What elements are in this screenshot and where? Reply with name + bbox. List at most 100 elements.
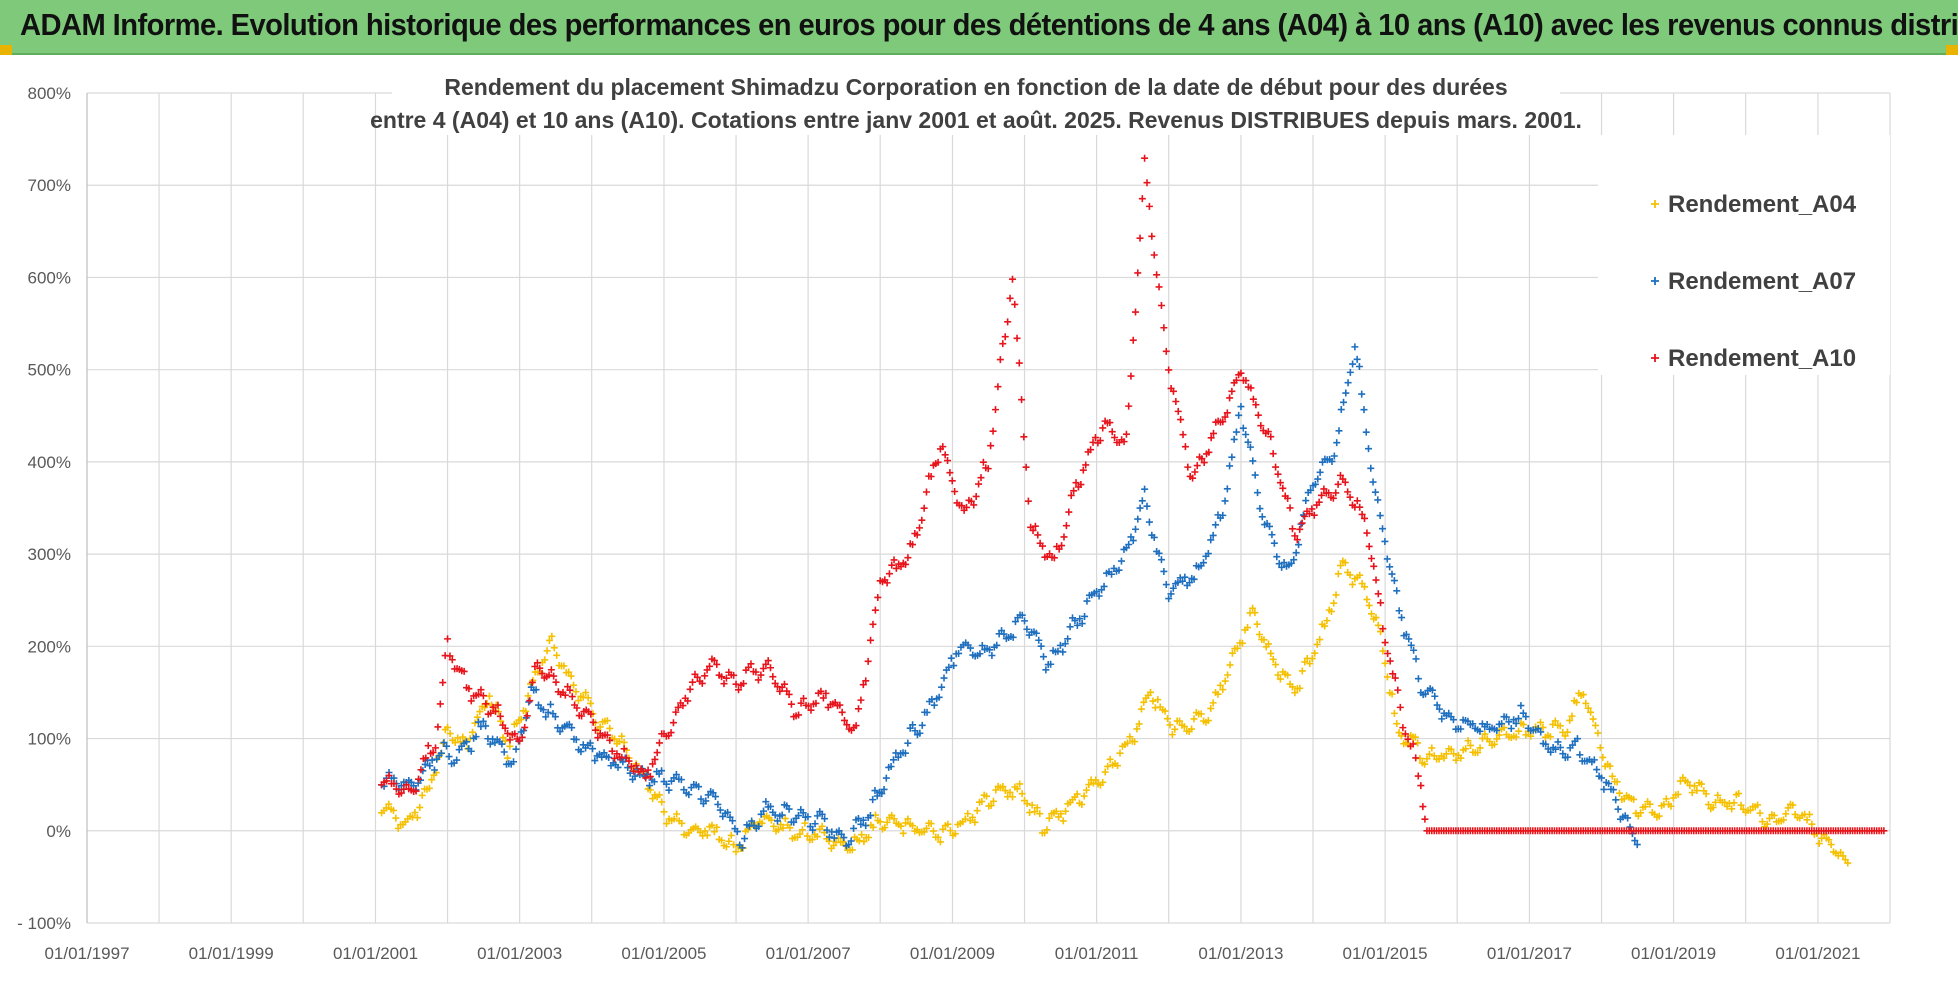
data-point (547, 700, 555, 708)
x-tick-label: 01/01/2017 (1487, 944, 1572, 963)
data-point (869, 823, 877, 831)
data-point (1125, 540, 1133, 548)
data-point (1379, 647, 1387, 655)
data-point (1031, 522, 1039, 530)
data-point (1228, 387, 1236, 395)
data-point (477, 686, 485, 694)
data-point (486, 740, 494, 748)
legend-marker (1651, 277, 1659, 285)
data-point (566, 686, 574, 694)
data-point (1367, 610, 1375, 618)
data-point (1641, 803, 1649, 811)
data-point (876, 818, 884, 826)
data-point (1073, 621, 1081, 629)
data-point (1440, 754, 1448, 762)
data-point (759, 665, 767, 673)
data-point (625, 757, 633, 765)
data-point (1316, 468, 1324, 476)
data-point (847, 837, 855, 845)
data-point (1082, 461, 1090, 469)
data-point (1095, 592, 1103, 600)
data-point (1115, 566, 1123, 574)
chart-title-background (392, 60, 1560, 135)
data-point (823, 826, 831, 834)
data-point (1517, 702, 1525, 710)
data-point (902, 560, 910, 568)
data-point (536, 664, 544, 672)
data-point (1447, 745, 1455, 753)
data-point (945, 663, 953, 671)
data-point (1452, 756, 1460, 764)
data-point (1251, 471, 1259, 479)
data-point (1737, 801, 1745, 809)
data-point (1349, 360, 1357, 368)
data-point (644, 766, 652, 774)
data-point (1714, 791, 1722, 799)
data-point (1171, 725, 1179, 733)
data-point (422, 754, 430, 762)
data-point (1267, 649, 1275, 657)
data-point (428, 756, 436, 764)
data-point (1386, 563, 1394, 571)
data-point (780, 680, 788, 688)
data-point (1334, 480, 1342, 488)
data-point (1789, 801, 1797, 809)
data-point (796, 830, 804, 838)
data-point (1301, 512, 1309, 520)
data-point (572, 736, 580, 744)
x-tick-label: 01/01/2021 (1775, 944, 1860, 963)
data-point (888, 561, 896, 569)
data-point (1242, 430, 1250, 438)
data-point (822, 689, 830, 697)
data-point (818, 822, 826, 830)
x-tick-label: 01/01/2005 (621, 944, 706, 963)
data-point (1207, 536, 1215, 544)
data-point (813, 812, 821, 820)
data-point (950, 662, 958, 670)
data-point (1280, 559, 1288, 567)
data-point (1402, 630, 1410, 638)
data-point (658, 798, 666, 806)
data-point (888, 811, 896, 819)
data-point (718, 673, 726, 681)
data-point (1157, 556, 1165, 564)
data-point (1421, 760, 1429, 768)
data-point (1267, 433, 1275, 441)
data-point (961, 815, 969, 823)
data-point (1181, 443, 1189, 451)
data-point (1060, 533, 1068, 541)
data-point (1233, 644, 1241, 652)
data-point (1011, 618, 1019, 626)
data-point (874, 593, 882, 601)
data-point (1066, 623, 1074, 631)
data-point (1450, 750, 1458, 758)
data-point (869, 620, 877, 628)
data-point (382, 804, 390, 812)
data-point (1212, 521, 1220, 529)
data-point (1414, 772, 1422, 780)
data-point (1398, 614, 1406, 622)
data-point (550, 644, 558, 652)
data-point (1466, 741, 1474, 749)
data-point (479, 717, 487, 725)
data-point (1330, 452, 1338, 460)
data-point (511, 730, 519, 738)
data-point (1223, 485, 1231, 493)
data-point (1269, 450, 1277, 458)
data-point (1342, 389, 1350, 397)
data-point (1381, 659, 1389, 667)
data-point (1590, 756, 1598, 764)
data-point (517, 715, 525, 723)
data-point (1162, 581, 1170, 589)
data-point (1122, 430, 1130, 438)
data-point (1438, 715, 1446, 723)
data-point (1337, 406, 1345, 414)
data-point (1336, 471, 1344, 479)
data-point (1337, 562, 1345, 570)
data-point (1228, 649, 1236, 657)
data-point (1177, 416, 1185, 424)
data-point (1096, 437, 1104, 445)
data-point (1129, 537, 1137, 545)
data-point (975, 480, 983, 488)
data-point (1108, 428, 1116, 436)
